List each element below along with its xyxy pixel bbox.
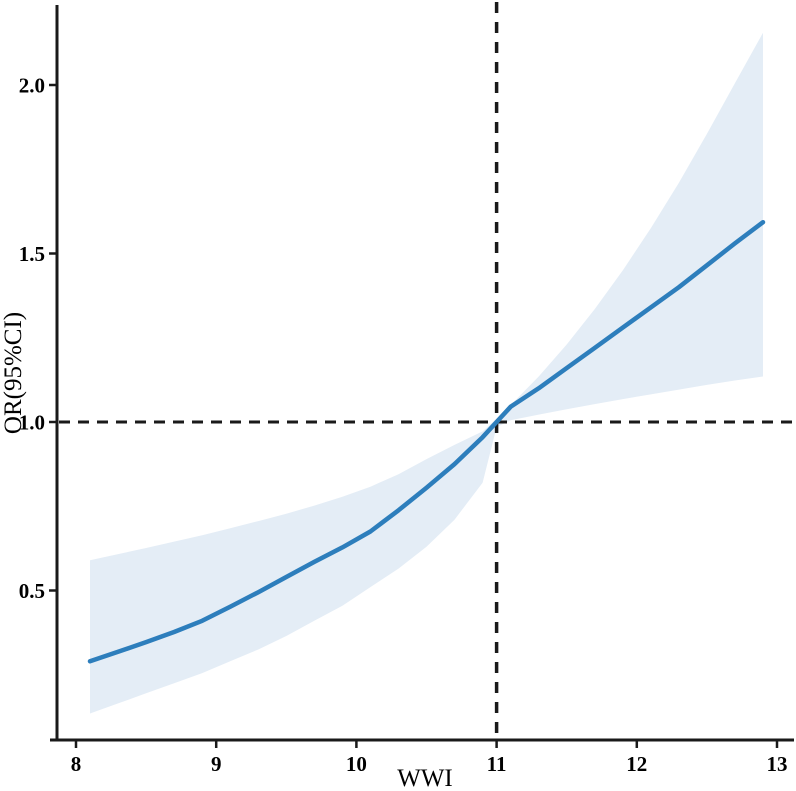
tick-layer: 0.5 1.0 1.5 2.0 8 9 10 11 12 13	[19, 74, 788, 777]
axes-layer	[50, 5, 794, 742]
y-tick-label: 1.5	[19, 242, 45, 266]
confidence-band	[90, 32, 763, 714]
y-tick-label: 1.0	[19, 411, 45, 435]
x-tick-label: 9	[211, 752, 222, 776]
reference-lines-layer	[59, 2, 793, 740]
x-tick-label: 13	[767, 752, 788, 776]
y-tick-label: 0.5	[19, 579, 45, 603]
x-tick-label: 12	[626, 752, 647, 776]
x-tick-label: 11	[487, 752, 507, 776]
y-axis-title: OR(95%CI)	[0, 312, 27, 434]
x-tick-label: 8	[71, 752, 82, 776]
or-curve	[87, 219, 766, 664]
or-curve-layer	[87, 219, 766, 664]
x-tick-label: 10	[346, 752, 367, 776]
ci-band-layer	[90, 32, 763, 714]
y-tick-label: 2.0	[19, 74, 45, 98]
x-axis-title: WWI	[397, 765, 453, 791]
